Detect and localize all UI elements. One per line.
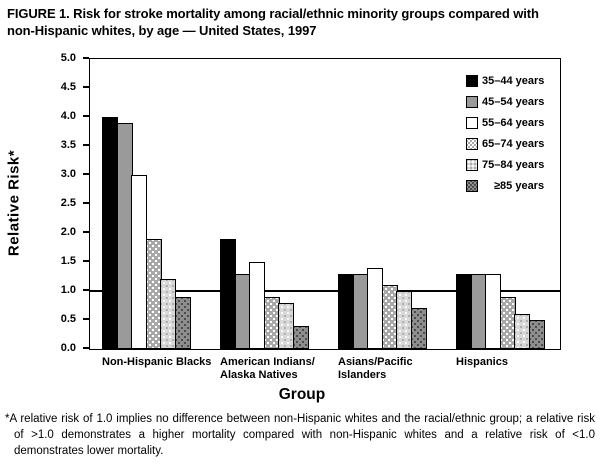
y-tick-label: 3.0 [60, 168, 76, 180]
legend-item: 65–74 years [466, 138, 544, 150]
x-category-label: Asians/Pacific Islanders [338, 356, 413, 382]
figure-title: FIGURE 1. Risk for stroke mortality amon… [7, 6, 539, 38]
stroke-mortality-bar-chart: Relative Risk* 0.0 0.5 1.0 1.5 2.0 2.5 3.0 3.5 4… [0, 50, 604, 410]
bar-group [102, 59, 191, 349]
bar [278, 303, 294, 349]
y-tick-label: 0.0 [60, 342, 76, 354]
bar-group [456, 59, 545, 349]
bar [528, 320, 545, 349]
legend-swatch-icon [466, 159, 478, 171]
y-tick-label: 4.5 [60, 81, 76, 93]
legend-item-label: 45–54 years [482, 96, 545, 108]
legend: 35–44 years 45–54 years 55–64 years 65–74 y… [466, 75, 544, 201]
legend-item-label: ≥85 years [494, 180, 545, 192]
y-tick-mark [83, 86, 89, 88]
y-tick-label: 3.5 [60, 139, 76, 151]
legend-item: ≥85 years [466, 180, 544, 192]
legend-item-label: 65–74 years [482, 138, 545, 150]
x-category-label: American Indians/ Alaska Natives [220, 356, 315, 382]
y-tick-mark [83, 231, 89, 233]
y-tick-mark [83, 144, 89, 146]
legend-item-label: 35–44 years [482, 75, 545, 87]
x-category-label: Hispanics [456, 356, 508, 368]
y-tick-mark [83, 173, 89, 175]
bar [145, 239, 162, 349]
legend-item-label: 75–84 years [482, 159, 545, 171]
legend-swatch-icon [466, 117, 478, 129]
plot-area: 35–44 years 45–54 years 55–64 years 65–74 y… [89, 58, 561, 350]
legend-item: 45–54 years [466, 96, 544, 108]
y-tick-mark [83, 57, 89, 59]
bar [514, 314, 530, 349]
bar [292, 326, 309, 349]
bar-group [220, 59, 309, 349]
y-tick-mark [83, 202, 89, 204]
y-tick-mark [83, 260, 89, 262]
legend-swatch-icon [466, 138, 478, 150]
y-tick-mark [83, 318, 89, 320]
legend-item: 55–64 years [466, 117, 544, 129]
y-tick-mark [83, 289, 89, 291]
legend-item-label: 55–64 years [482, 117, 545, 129]
legend-item: 75–84 years [466, 159, 544, 171]
x-axis-title: Group [278, 386, 326, 403]
y-tick-label: 2.5 [60, 197, 76, 209]
y-tick-mark [83, 347, 89, 349]
legend-swatch-icon [466, 75, 478, 87]
bar [263, 297, 280, 349]
bar-group [338, 59, 427, 349]
x-axis-category-labels: Non-Hispanic Blacks American Indians/ Ala… [0, 356, 604, 386]
y-axis: 0.0 0.5 1.0 1.5 2.0 2.5 3.0 3.5 4.0 4.5 5.0 [0, 52, 89, 354]
y-tick-label: 4.0 [60, 110, 76, 122]
x-category-label: Non-Hispanic Blacks [102, 356, 212, 368]
legend-swatch-icon [466, 180, 478, 192]
bar [174, 297, 191, 349]
reference-line-1.0 [90, 290, 560, 292]
legend-item: 35–44 years [466, 75, 544, 87]
bar [499, 297, 516, 349]
bar [410, 308, 427, 349]
y-tick-label: 2.0 [60, 226, 76, 238]
y-tick-label: 1.5 [60, 255, 76, 267]
y-tick-label: 0.5 [60, 313, 76, 325]
legend-swatch-icon [466, 96, 478, 108]
y-tick-label: 1.0 [60, 284, 76, 296]
y-tick-mark [83, 115, 89, 117]
y-tick-label: 5.0 [60, 52, 76, 64]
footnote: *A relative risk of 1.0 implies no diffe… [5, 413, 595, 457]
